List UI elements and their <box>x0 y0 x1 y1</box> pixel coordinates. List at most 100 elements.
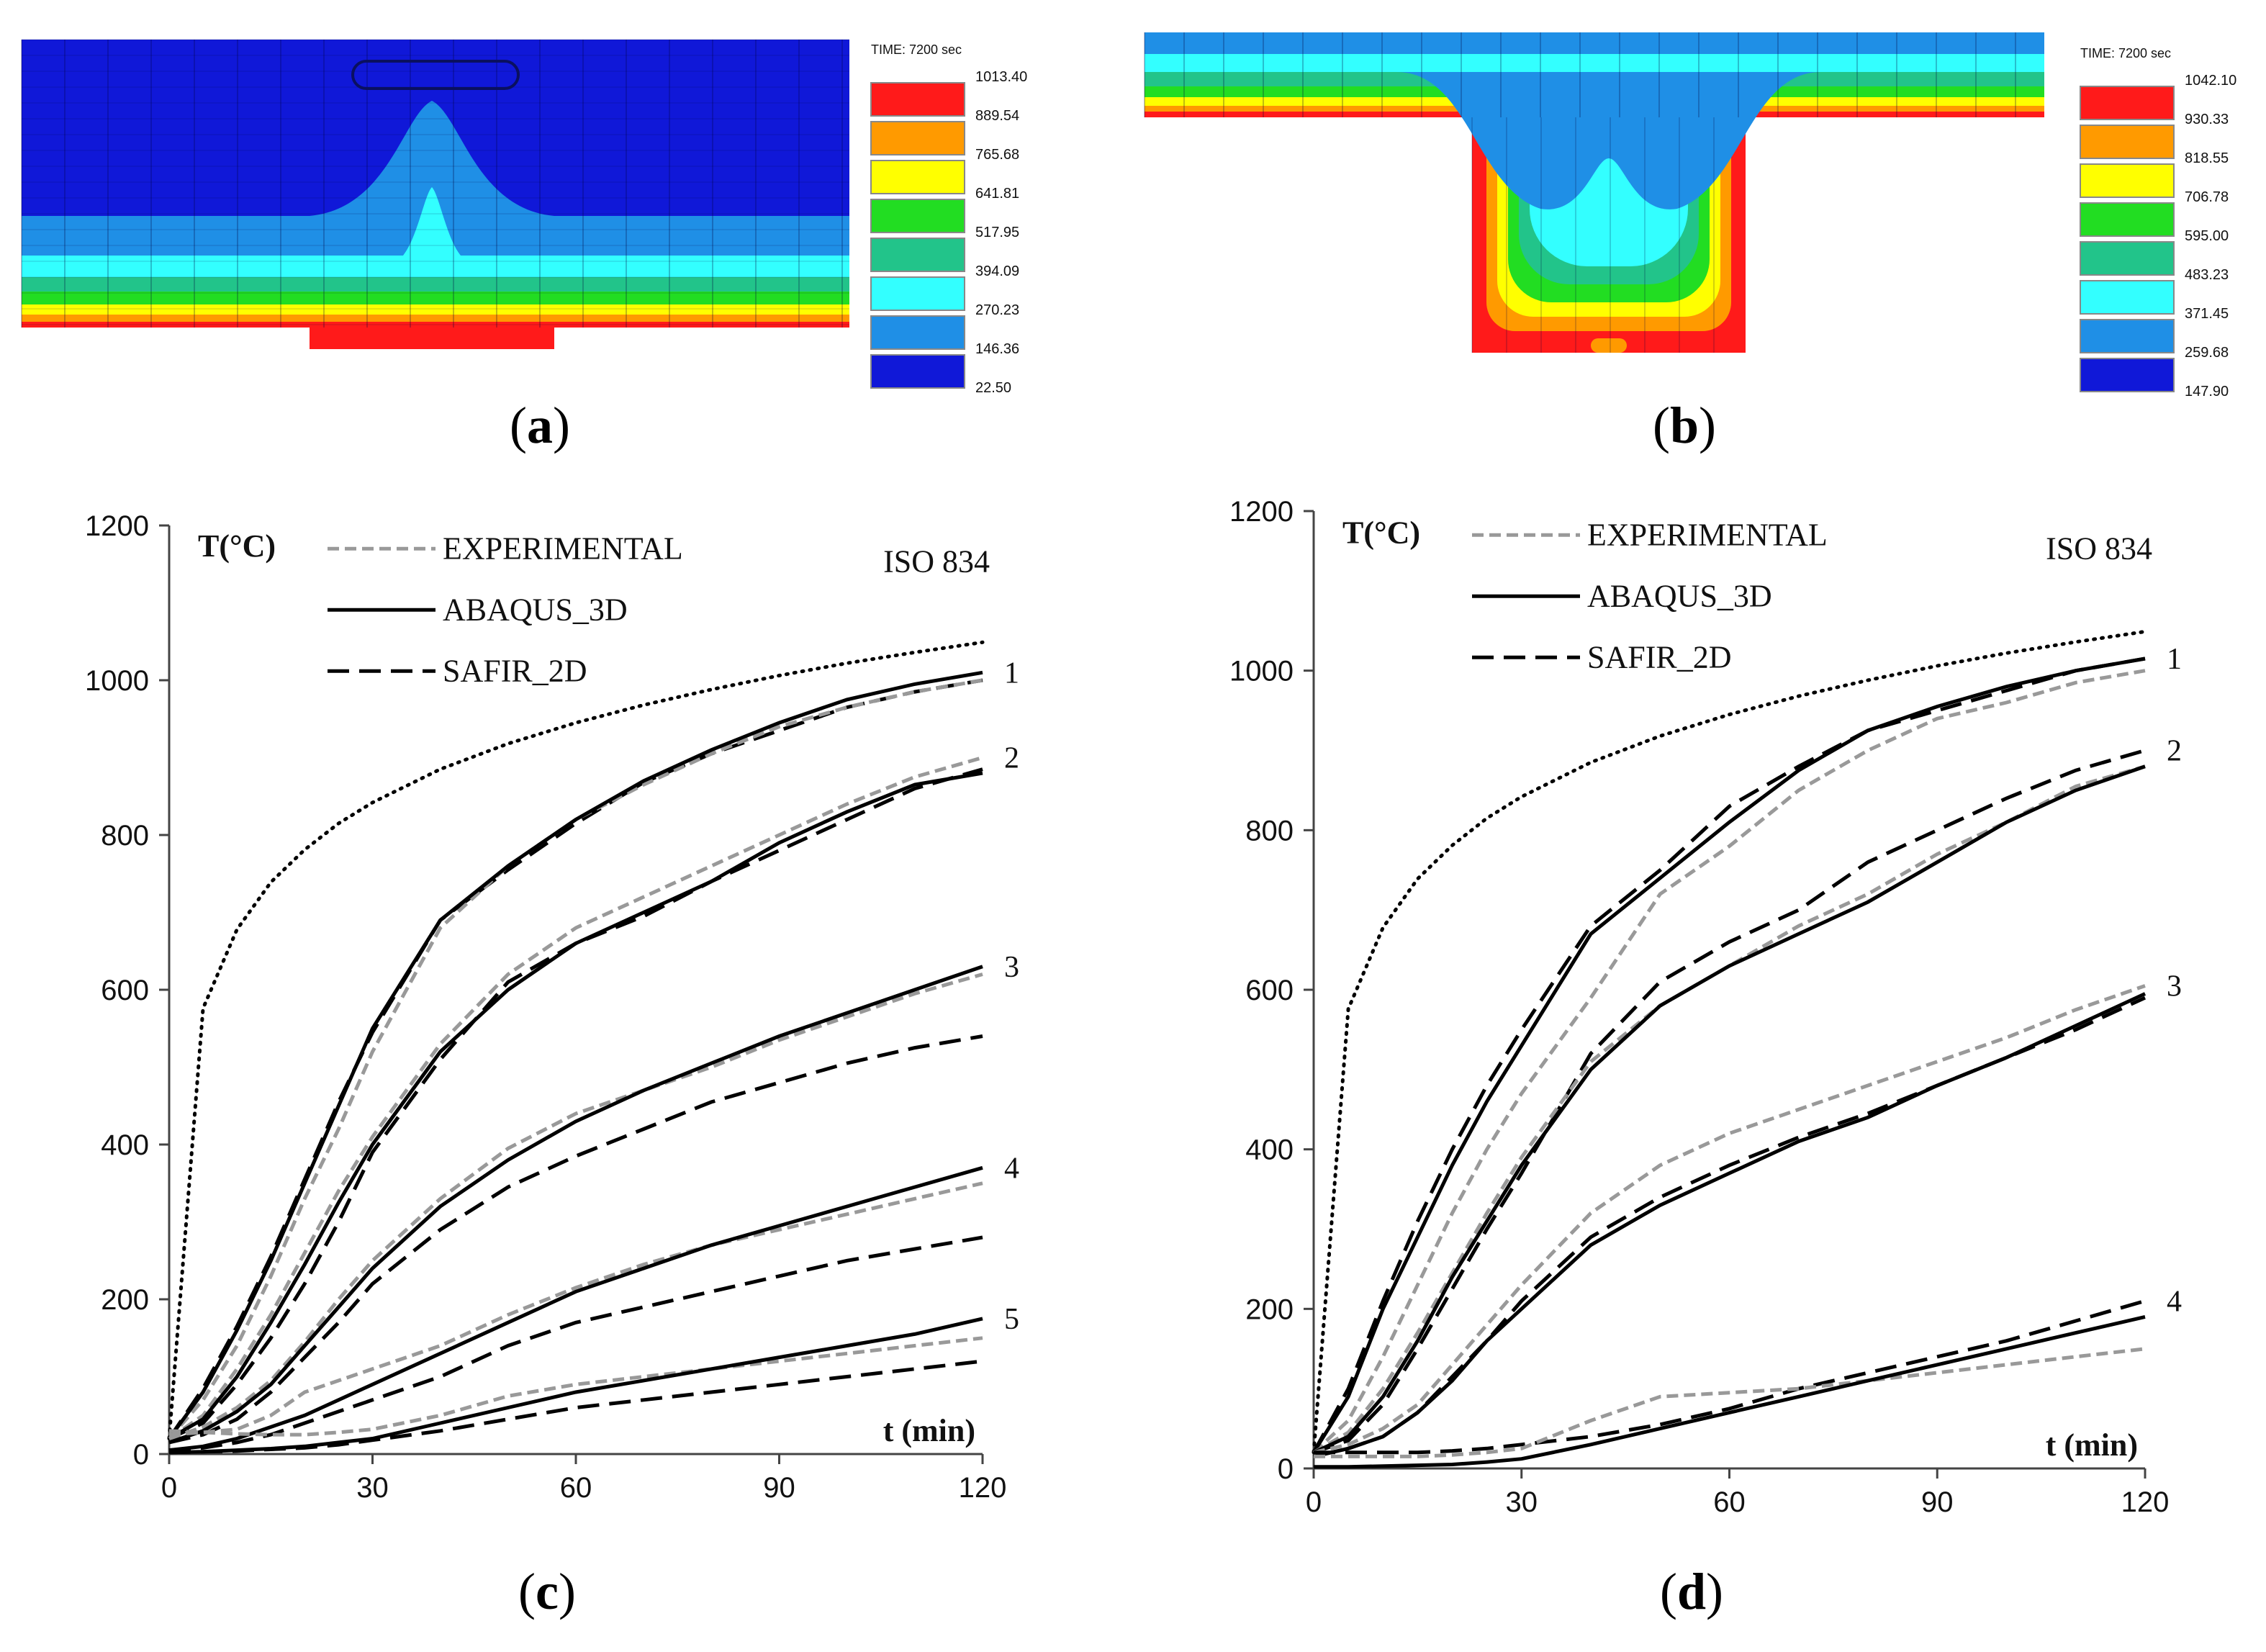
y-axis-label: T(°C) <box>1342 515 1420 550</box>
y-tick-label: 400 <box>1245 1134 1294 1166</box>
y-tick-label: 600 <box>1245 975 1294 1006</box>
x-axis-label: t (min) <box>2046 1427 2138 1463</box>
x-tick-label: 90 <box>763 1472 795 1504</box>
scale-swatch <box>870 276 965 311</box>
caption-d: (d) <box>1659 1563 1723 1620</box>
y-tick-label: 1000 <box>1229 656 1294 687</box>
x-tick-label: 90 <box>1921 1486 1954 1518</box>
experimental-curve-2 <box>168 756 983 1440</box>
time-label: TIME: 7200 sec <box>2080 46 2171 60</box>
x-tick-label: 120 <box>2121 1486 2170 1518</box>
heat-peak-inner <box>403 187 461 256</box>
scale-value: 371.45 <box>2185 306 2229 322</box>
y-tick-label: 200 <box>1245 1294 1294 1325</box>
scale-value: 1042.10 <box>2185 73 2236 89</box>
cool-zone <box>1396 72 1821 209</box>
scale-swatch <box>870 160 965 194</box>
slab-band <box>1145 32 2044 54</box>
experimental-curve-1 <box>168 678 983 1440</box>
chart-panel-c: 0 30 60 90 120 0 200 400 600 800 1000 1200 T(°C) t (m… <box>0 489 1123 1540</box>
experimental-curve-1 <box>1312 669 2146 1454</box>
scale-swatch <box>2080 125 2175 159</box>
x-tick-label: 60 <box>1713 1486 1746 1518</box>
contour-band <box>22 277 849 292</box>
experimental-curve-4 <box>1314 1347 2146 1458</box>
y-tick-label: 1200 <box>85 510 149 542</box>
legend-label: SAFIR_2D <box>1587 639 1732 674</box>
scale-swatch <box>2080 241 2175 276</box>
y-tick-label: 0 <box>133 1439 149 1471</box>
scale-swatch <box>870 121 965 155</box>
slab-band <box>1145 54 2044 72</box>
experimental-curve-4 <box>168 1181 983 1437</box>
scale-value: 394.09 <box>975 263 1019 279</box>
abaqus-curve-1 <box>1312 656 2146 1454</box>
contour-panel-a: TIME: 7200 sec 1013.40 889.54 765.68 641.81 5… <box>0 0 1123 403</box>
scale-swatch <box>2080 358 2175 392</box>
abaqus-curve-3 <box>168 965 983 1445</box>
contour-band <box>22 315 849 322</box>
safir-curve-1 <box>1312 656 2146 1453</box>
x-tick-label: 30 <box>356 1472 389 1504</box>
contour-band <box>22 322 849 328</box>
contour-plot-b: TIME: 7200 sec 1042.10 930.33 818.55 706.78 5… <box>1144 32 2236 400</box>
scale-value: 706.78 <box>2185 189 2229 205</box>
iso-note: ISO 834 <box>2046 531 2152 567</box>
experimental-curve-3 <box>168 972 983 1440</box>
scale-value: 765.68 <box>975 147 1019 163</box>
safir-curve-3 <box>168 1034 983 1445</box>
x-tick-label: 120 <box>959 1472 1007 1504</box>
curve-number-label: 1 <box>1004 656 1019 690</box>
scale-value: 483.23 <box>2185 267 2229 283</box>
scale-swatch <box>870 238 965 272</box>
y-tick-label: 800 <box>1245 815 1294 847</box>
contour-panel-b: TIME: 7200 sec 1042.10 930.33 818.55 706.78 5… <box>1137 0 2266 403</box>
x-tick-label: 60 <box>560 1472 592 1504</box>
flange-exposed <box>310 328 554 349</box>
abaqus-curve-4 <box>1314 1314 2146 1469</box>
embedded-steel-outline <box>351 60 520 90</box>
caption-b: (b) <box>1652 397 1716 454</box>
x-axis-label: t (min) <box>883 1413 975 1448</box>
curve-number-label: 4 <box>2167 1285 2182 1318</box>
heat-peak <box>310 101 554 216</box>
x-tick-label: 0 <box>1306 1486 1322 1518</box>
y-tick-label: 1000 <box>85 665 149 697</box>
legend-label: ABAQUS_3D <box>443 592 628 627</box>
contour-band <box>22 256 849 277</box>
scale-swatch <box>2080 319 2175 353</box>
curve-number-label: 3 <box>1004 951 1019 984</box>
y-tick-label: 200 <box>101 1284 149 1316</box>
y-axis-label: T(°C) <box>198 528 276 564</box>
x-tick-label: 30 <box>1506 1486 1538 1518</box>
steel-hot-spot <box>1591 338 1627 353</box>
y-tick-label: 600 <box>101 975 149 1006</box>
chart-panel-d: 0 30 60 90 120 0 200 400 600 800 1000 1200 T(°C) t (m… <box>1137 489 2266 1540</box>
scale-swatch <box>870 199 965 233</box>
y-tick-label: 1200 <box>1229 496 1294 528</box>
experimental-curve-3 <box>1313 984 2146 1455</box>
scale-swatch <box>870 82 965 117</box>
scale-value: 22.50 <box>975 380 1011 396</box>
curve-number-label: 1 <box>2167 643 2182 676</box>
curve-number-label: 3 <box>2167 970 2182 1003</box>
y-tick-label: 400 <box>101 1129 149 1161</box>
y-tick-label: 0 <box>1278 1453 1294 1485</box>
scale-swatch <box>2080 163 2175 198</box>
scale-value: 595.00 <box>2185 228 2229 244</box>
curve-number-label: 5 <box>1004 1303 1019 1336</box>
scale-swatch <box>2080 86 2175 120</box>
contour-band <box>22 304 849 315</box>
curve-number-label: 2 <box>2167 735 2182 768</box>
abaqus-curve-2 <box>168 771 983 1440</box>
scale-value: 147.90 <box>2185 384 2229 400</box>
caption-c: (c) <box>518 1563 576 1620</box>
scale-value: 517.95 <box>975 225 1019 240</box>
abaqus-curve-1 <box>167 670 983 1440</box>
safir-curve-2 <box>168 767 983 1440</box>
legend-label: EXPERIMENTAL <box>443 531 683 566</box>
scale-value: 146.36 <box>975 341 1019 357</box>
x-tick-label: 0 <box>161 1472 177 1504</box>
